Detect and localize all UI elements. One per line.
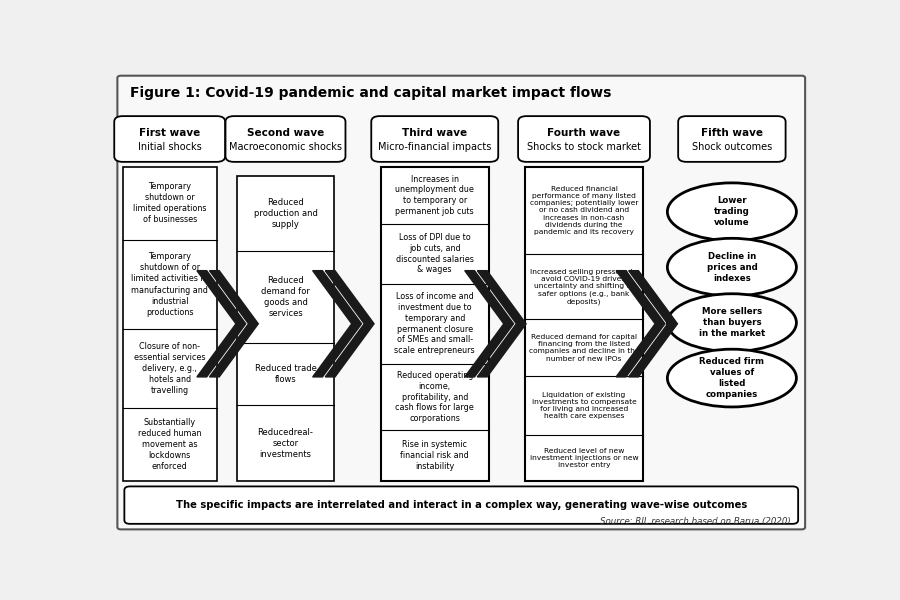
Polygon shape bbox=[628, 271, 678, 377]
Polygon shape bbox=[210, 271, 258, 377]
Text: Macroeconomic shocks: Macroeconomic shocks bbox=[229, 142, 342, 152]
FancyBboxPatch shape bbox=[226, 116, 346, 162]
Bar bbox=[381, 167, 489, 481]
Ellipse shape bbox=[668, 183, 796, 241]
Text: Loss of DPI due to
job cuts, and
discounted salaries
& wages: Loss of DPI due to job cuts, and discoun… bbox=[396, 233, 473, 274]
Text: Reduced level of new
investment injections or new
investor entry: Reduced level of new investment injectio… bbox=[530, 448, 638, 468]
Text: Decline in
prices and
indexes: Decline in prices and indexes bbox=[706, 251, 757, 283]
Ellipse shape bbox=[668, 294, 796, 352]
Text: Reduced trade
flows: Reduced trade flows bbox=[255, 364, 317, 384]
Ellipse shape bbox=[668, 238, 796, 296]
Text: Temporary
shutdown of or
limited activities in
manufacturing and
industrial
prod: Temporary shutdown of or limited activit… bbox=[131, 252, 208, 317]
Text: Reduced operating
income,
profitability, and
cash flows for large
corporations: Reduced operating income, profitability,… bbox=[395, 371, 474, 423]
Polygon shape bbox=[477, 271, 526, 377]
Text: Fourth wave: Fourth wave bbox=[547, 128, 621, 139]
Text: Closure of non-
essential services
delivery, e.g.,
hotels and
travelling: Closure of non- essential services deliv… bbox=[134, 342, 205, 395]
Polygon shape bbox=[312, 271, 362, 377]
Text: Reduced financial
performance of many listed
companies; potentially lower
or no : Reduced financial performance of many li… bbox=[530, 185, 638, 235]
Text: Initial shocks: Initial shocks bbox=[138, 142, 202, 152]
Text: More sellers
than buyers
in the market: More sellers than buyers in the market bbox=[698, 307, 765, 338]
Text: Third wave: Third wave bbox=[402, 128, 467, 139]
Bar bbox=[238, 176, 334, 481]
Text: Figure 1: Covid-19 pandemic and capital market impact flows: Figure 1: Covid-19 pandemic and capital … bbox=[130, 86, 611, 100]
Text: Shock outcomes: Shock outcomes bbox=[692, 142, 772, 152]
Text: Temporary
shutdown or
limited operations
of businesses: Temporary shutdown or limited operations… bbox=[133, 182, 206, 224]
Text: Source: RIL research based on Barua (2020): Source: RIL research based on Barua (202… bbox=[599, 517, 790, 526]
Bar bbox=[526, 167, 643, 481]
Text: Liquidation of existing
investments to compensate
for living and increased
healt: Liquidation of existing investments to c… bbox=[532, 392, 636, 419]
Text: First wave: First wave bbox=[140, 128, 201, 139]
Text: Loss of income and
investment due to
temporary and
permanent closure
of SMEs and: Loss of income and investment due to tem… bbox=[394, 292, 475, 355]
Text: Rise in systemic
financial risk and
instability: Rise in systemic financial risk and inst… bbox=[400, 440, 469, 471]
Text: Fifth wave: Fifth wave bbox=[701, 128, 763, 139]
Text: Reduced
demand for
goods and
services: Reduced demand for goods and services bbox=[261, 276, 310, 318]
FancyBboxPatch shape bbox=[117, 76, 806, 529]
Text: Second wave: Second wave bbox=[247, 128, 324, 139]
FancyBboxPatch shape bbox=[372, 116, 499, 162]
Bar bbox=[122, 167, 217, 481]
Polygon shape bbox=[616, 271, 665, 377]
FancyBboxPatch shape bbox=[114, 116, 225, 162]
Polygon shape bbox=[464, 271, 514, 377]
Text: The specific impacts are interrelated and interact in a complex way, generating : The specific impacts are interrelated an… bbox=[176, 500, 747, 510]
FancyBboxPatch shape bbox=[124, 487, 798, 524]
Polygon shape bbox=[197, 271, 246, 377]
FancyBboxPatch shape bbox=[679, 116, 786, 162]
Text: Micro-financial impacts: Micro-financial impacts bbox=[378, 142, 491, 152]
Text: Reduced firm
values of
listed
companies: Reduced firm values of listed companies bbox=[699, 357, 764, 399]
Text: Substantially
reduced human
movement as
lockdowns
enforced: Substantially reduced human movement as … bbox=[138, 418, 202, 471]
Polygon shape bbox=[325, 271, 374, 377]
Ellipse shape bbox=[668, 349, 796, 407]
Text: Shocks to stock market: Shocks to stock market bbox=[527, 142, 641, 152]
Text: Reduced
production and
supply: Reduced production and supply bbox=[254, 198, 318, 229]
Text: Lower
trading
volume: Lower trading volume bbox=[714, 196, 750, 227]
Text: Reduced demand for capital
financing from the listed
companies and decline in th: Reduced demand for capital financing fro… bbox=[528, 334, 639, 362]
Text: Increases in
unemployment due
to temporary or
permanent job cuts: Increases in unemployment due to tempora… bbox=[395, 175, 474, 216]
FancyBboxPatch shape bbox=[518, 116, 650, 162]
Text: Reducedreal-
sector
investments: Reducedreal- sector investments bbox=[257, 428, 313, 459]
Text: Increased selling pressure to
avoid COVID-19 driven
uncertainty and shifting to
: Increased selling pressure to avoid COVI… bbox=[530, 269, 638, 305]
